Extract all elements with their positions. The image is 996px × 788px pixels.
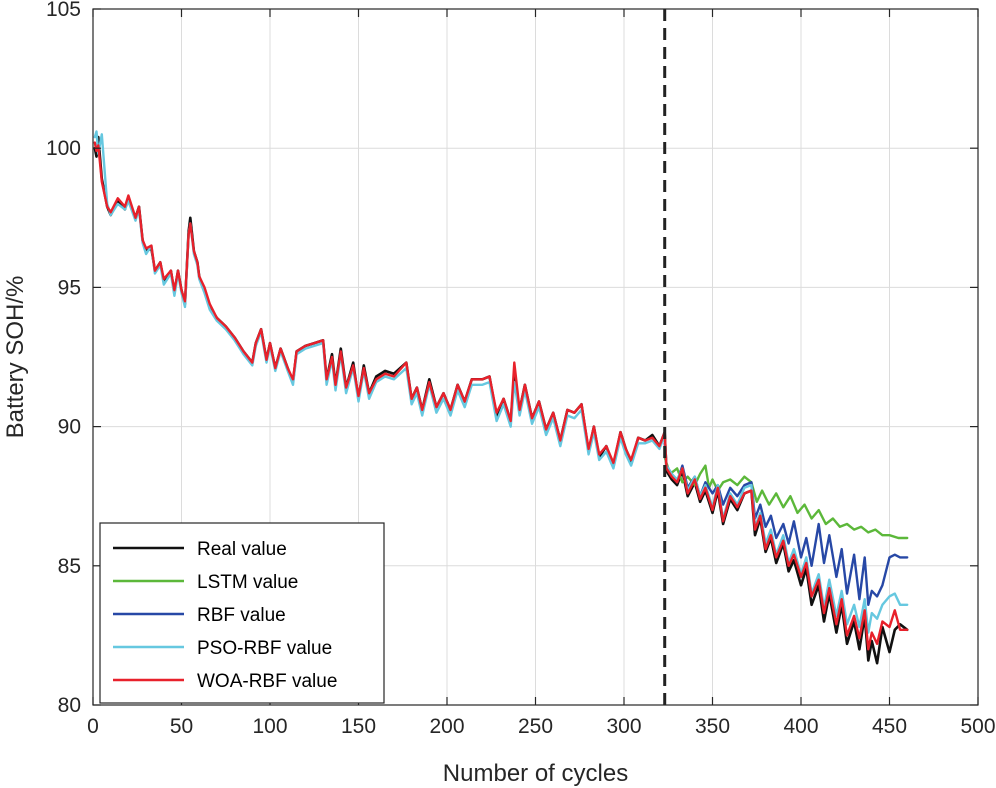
x-tick-label: 300 [606, 715, 641, 738]
x-axis-label: Number of cycles [443, 760, 628, 787]
legend-item: WOA-RBF value [113, 671, 337, 692]
x-tick-label: 350 [695, 715, 730, 738]
y-tick-label: 105 [46, 0, 81, 21]
x-tick-label: 450 [872, 715, 907, 738]
legend-item: RBF value [113, 605, 286, 626]
x-tick-label: 400 [783, 715, 818, 738]
x-tick-label: 250 [518, 715, 553, 738]
legend: Real value LSTM value RBF value PSO-RBF val… [99, 522, 385, 704]
y-tick-label: 100 [46, 137, 81, 160]
y-axis-label: Battery SOH/% [2, 276, 29, 439]
axis-ticks: 0 50 100 150 200 250 300 350 400 450 500 80 85 90 95 10… [46, 0, 996, 738]
x-tick-label: 200 [429, 715, 464, 738]
x-tick-label: 100 [252, 715, 287, 738]
x-tick-label: 50 [170, 715, 193, 738]
legend-item: LSTM value [113, 572, 298, 593]
y-tick-label: 95 [58, 276, 81, 299]
plot-area [93, 9, 909, 705]
legend-label: WOA-RBF value [197, 671, 337, 692]
legend-label: LSTM value [197, 572, 298, 593]
x-tick-label: 150 [341, 715, 376, 738]
y-tick-label: 80 [58, 694, 81, 717]
x-tick-label: 0 [87, 715, 99, 738]
y-tick-label: 90 [58, 416, 81, 439]
legend-item: PSO-RBF value [113, 638, 332, 659]
series-line-woa-rbf-value [93, 141, 909, 651]
legend-label: PSO-RBF value [197, 638, 332, 659]
legend-label: Real value [197, 539, 287, 560]
series-line-lstm-value [663, 456, 909, 540]
legend-label: RBF value [197, 605, 286, 626]
legend-item: Real value [113, 539, 287, 560]
series-group [93, 130, 909, 665]
x-tick-label: 500 [960, 715, 995, 738]
y-tick-label: 85 [58, 555, 81, 578]
